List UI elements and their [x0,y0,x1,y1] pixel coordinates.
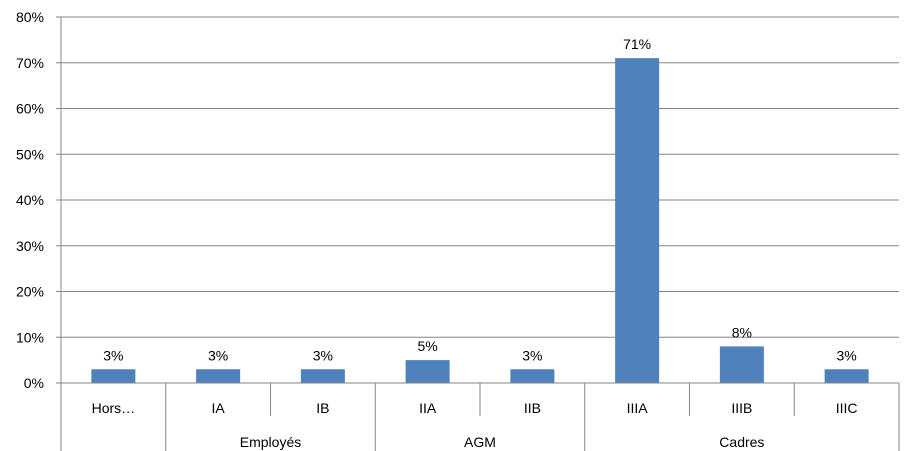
gridlines [61,16,899,338]
bar [824,369,869,383]
y-tick-label: 30% [16,238,44,254]
data-labels: 3% 3% 3% 5% 3% 71% 8% 3% [103,36,856,363]
y-tick-label: 50% [16,146,44,162]
category-label: IIIB [731,400,752,416]
y-tick-label: 40% [16,192,44,208]
data-label: 3% [522,347,542,363]
bar [405,360,450,383]
y-tick-label: 60% [16,101,44,117]
category-label: IIIA [627,400,649,416]
axes [56,16,900,451]
bar [719,346,764,383]
y-tick-label: 80% [16,9,44,25]
y-tick-label: 0% [24,375,44,391]
category-label: IIA [419,400,437,416]
bar [196,369,241,383]
data-label: 3% [313,347,333,363]
bars [91,58,869,384]
data-label: 5% [418,338,438,354]
category-label: IIIC [836,400,858,416]
x-axis-group-labels: Employés AGM Cadres [240,434,765,450]
category-label: IIB [524,400,541,416]
y-tick-label: 70% [16,55,44,71]
bar [510,369,555,383]
data-label: 3% [837,347,857,363]
bar [615,58,660,384]
bar [91,369,136,383]
category-label: IB [316,400,329,416]
data-label: 3% [103,347,123,363]
data-label: 71% [623,36,651,52]
data-label: 3% [208,347,228,363]
y-tick-label: 10% [16,329,44,345]
group-label: AGM [464,434,496,450]
y-axis-tick-labels: 0% 10% 20% 30% 40% 50% 60% 70% 80% [16,9,44,391]
category-label: Hors… [92,400,136,416]
data-label: 8% [732,324,752,340]
y-tick-label: 20% [16,284,44,300]
group-label: Employés [240,434,301,450]
category-label: IA [212,400,226,416]
group-label: Cadres [719,434,764,450]
bar [300,369,345,383]
x-axis-category-labels: Hors… IA IB IIA IIB IIIA IIIB IIIC [92,400,858,416]
